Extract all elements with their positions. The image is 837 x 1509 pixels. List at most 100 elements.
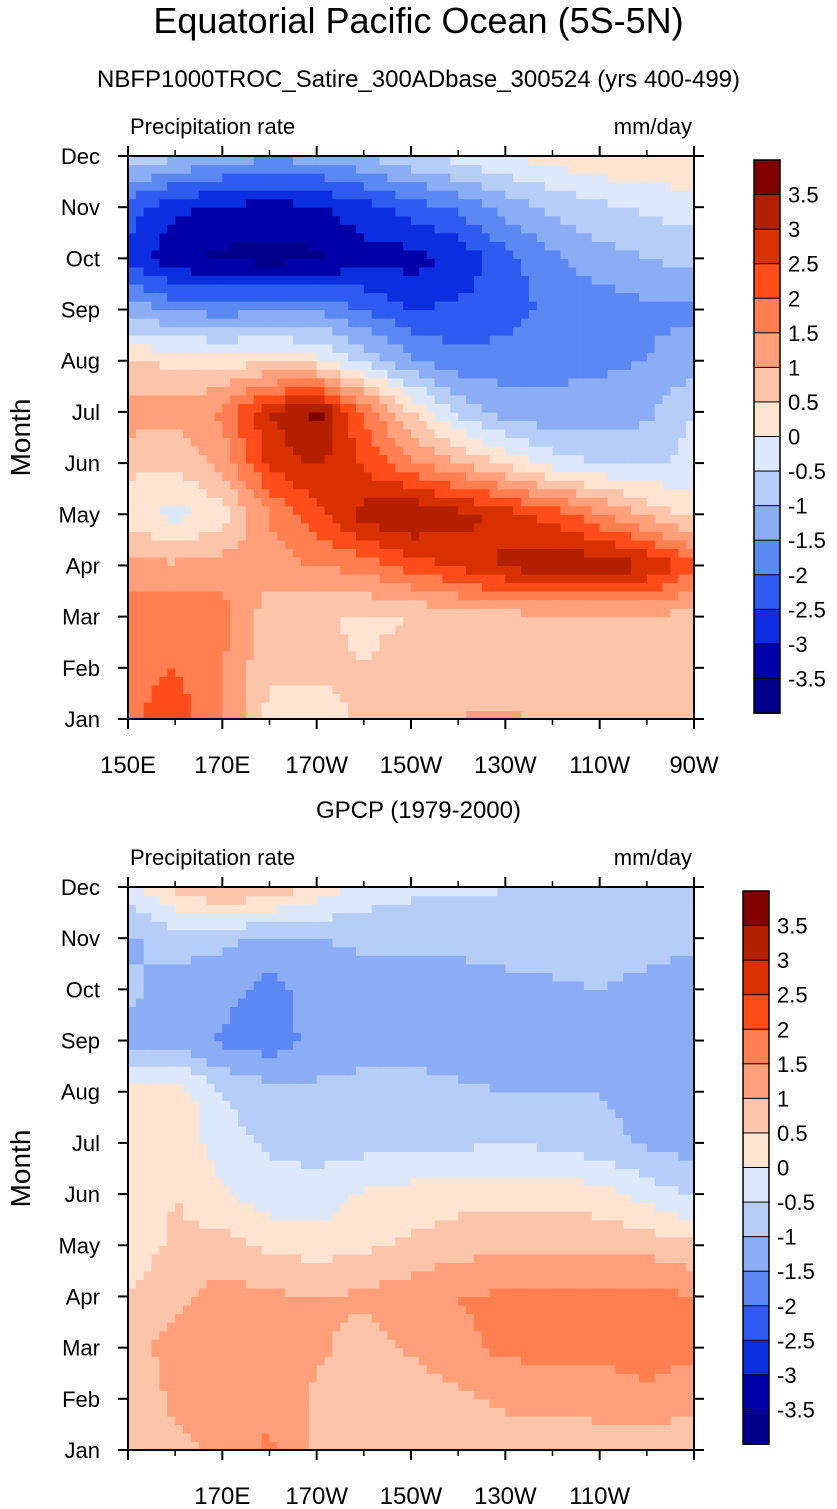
heatmap-cell — [560, 676, 569, 686]
heatmap-cell — [135, 292, 145, 302]
heatmap-cell — [411, 693, 420, 703]
heatmap-cell — [245, 232, 255, 242]
heatmap-cell — [379, 386, 389, 396]
heatmap-cell — [214, 633, 223, 643]
heatmap-cell — [206, 283, 216, 294]
heatmap-cell — [387, 232, 396, 242]
heatmap-cell — [568, 701, 577, 712]
heatmap-cell — [230, 343, 239, 353]
heatmap-cell — [583, 249, 593, 259]
heatmap-cell — [638, 565, 648, 575]
heatmap-cell — [143, 608, 153, 618]
heatmap-cell — [403, 497, 412, 507]
heatmap-cell — [450, 471, 459, 481]
heatmap-cell — [214, 292, 223, 302]
heatmap-cell — [654, 318, 664, 328]
heatmap-cell — [678, 650, 687, 660]
heatmap-cell — [568, 309, 577, 319]
heatmap-cell — [654, 591, 664, 601]
heatmap-cell — [544, 437, 554, 447]
heatmap-cell — [583, 394, 593, 404]
heatmap-cell — [686, 318, 694, 328]
heatmap-cell — [332, 480, 341, 490]
heatmap-cell — [654, 326, 664, 336]
heatmap-cell — [167, 173, 176, 183]
heatmap-cell — [253, 301, 263, 311]
heatmap-cell — [379, 667, 389, 677]
heatmap-cell — [198, 684, 208, 695]
heatmap-cell — [670, 301, 679, 311]
heatmap-cell — [308, 625, 318, 635]
heatmap-cell — [458, 556, 467, 567]
heatmap-cell — [615, 650, 624, 660]
heatmap-cell — [521, 710, 530, 719]
heatmap-cell — [238, 411, 247, 422]
heatmap-cell — [222, 480, 231, 490]
heatmap-cell — [135, 1398, 145, 1408]
heatmap-cell — [175, 292, 184, 302]
heatmap-cell — [403, 352, 412, 362]
heatmap-cell — [489, 437, 499, 447]
heatmap-cell — [615, 326, 624, 336]
heatmap-cell — [631, 684, 640, 695]
heatmap-cell — [190, 710, 200, 719]
heatmap-cell — [135, 360, 145, 370]
heatmap-cell — [426, 411, 436, 422]
heatmap-cell — [466, 292, 475, 302]
heatmap-cell — [576, 241, 585, 251]
heatmap-cell — [128, 522, 137, 532]
heatmap-cell — [631, 198, 640, 208]
heatmap-cell — [505, 505, 514, 515]
heatmap-cell — [183, 301, 192, 311]
heatmap-cell — [552, 480, 561, 490]
heatmap-cell — [536, 420, 546, 430]
heatmap-cell — [190, 411, 200, 422]
heatmap-cell — [607, 573, 616, 584]
heatmap-cell — [544, 488, 554, 498]
heatmap-cell — [308, 232, 318, 242]
heatmap-cell — [552, 471, 561, 481]
heatmap-cell — [293, 437, 302, 447]
heatmap-cell — [183, 446, 192, 456]
heatmap-cell — [159, 1398, 168, 1408]
heatmap-cell — [536, 573, 546, 584]
heatmap-cell — [167, 309, 176, 319]
heatmap-cell — [387, 360, 396, 370]
heatmap-cell — [599, 497, 609, 507]
heatmap-cell — [175, 573, 184, 584]
heatmap-cell — [552, 693, 561, 703]
heatmap-cell — [238, 454, 247, 464]
heatmap-cell — [497, 497, 506, 507]
heatmap-cell — [175, 411, 184, 422]
heatmap-cell — [167, 343, 176, 353]
heatmap-cell — [426, 190, 436, 200]
heatmap-cell — [238, 684, 247, 695]
heatmap-cell — [332, 266, 341, 277]
heatmap-cell — [395, 207, 404, 217]
heatmap-cell — [348, 215, 357, 225]
heatmap-cell — [167, 676, 176, 686]
heatmap-cell — [686, 701, 694, 712]
heatmap-cell — [473, 190, 483, 200]
heatmap-cell — [261, 446, 271, 456]
heatmap-cell — [245, 386, 255, 396]
heatmap-cell — [426, 377, 436, 387]
heatmap-cell — [686, 164, 694, 174]
heatmap-cell — [552, 573, 561, 584]
heatmap-cell — [261, 1432, 271, 1443]
heatmap-cell — [591, 335, 601, 345]
heatmap-cell — [159, 181, 168, 191]
heatmap-cell — [552, 599, 561, 609]
heatmap-cell — [206, 232, 216, 242]
heatmap-cell — [175, 232, 184, 242]
heatmap-cell — [662, 258, 672, 268]
heatmap-cell — [324, 633, 333, 643]
heatmap-cell — [159, 309, 168, 319]
heatmap-cell — [591, 642, 601, 652]
heatmap-cell — [261, 386, 271, 396]
heatmap-cell — [379, 693, 389, 703]
heatmap-cell — [450, 266, 459, 277]
heatmap-cell — [418, 232, 428, 242]
heatmap-cell — [505, 633, 514, 643]
heatmap-cell — [253, 164, 263, 174]
